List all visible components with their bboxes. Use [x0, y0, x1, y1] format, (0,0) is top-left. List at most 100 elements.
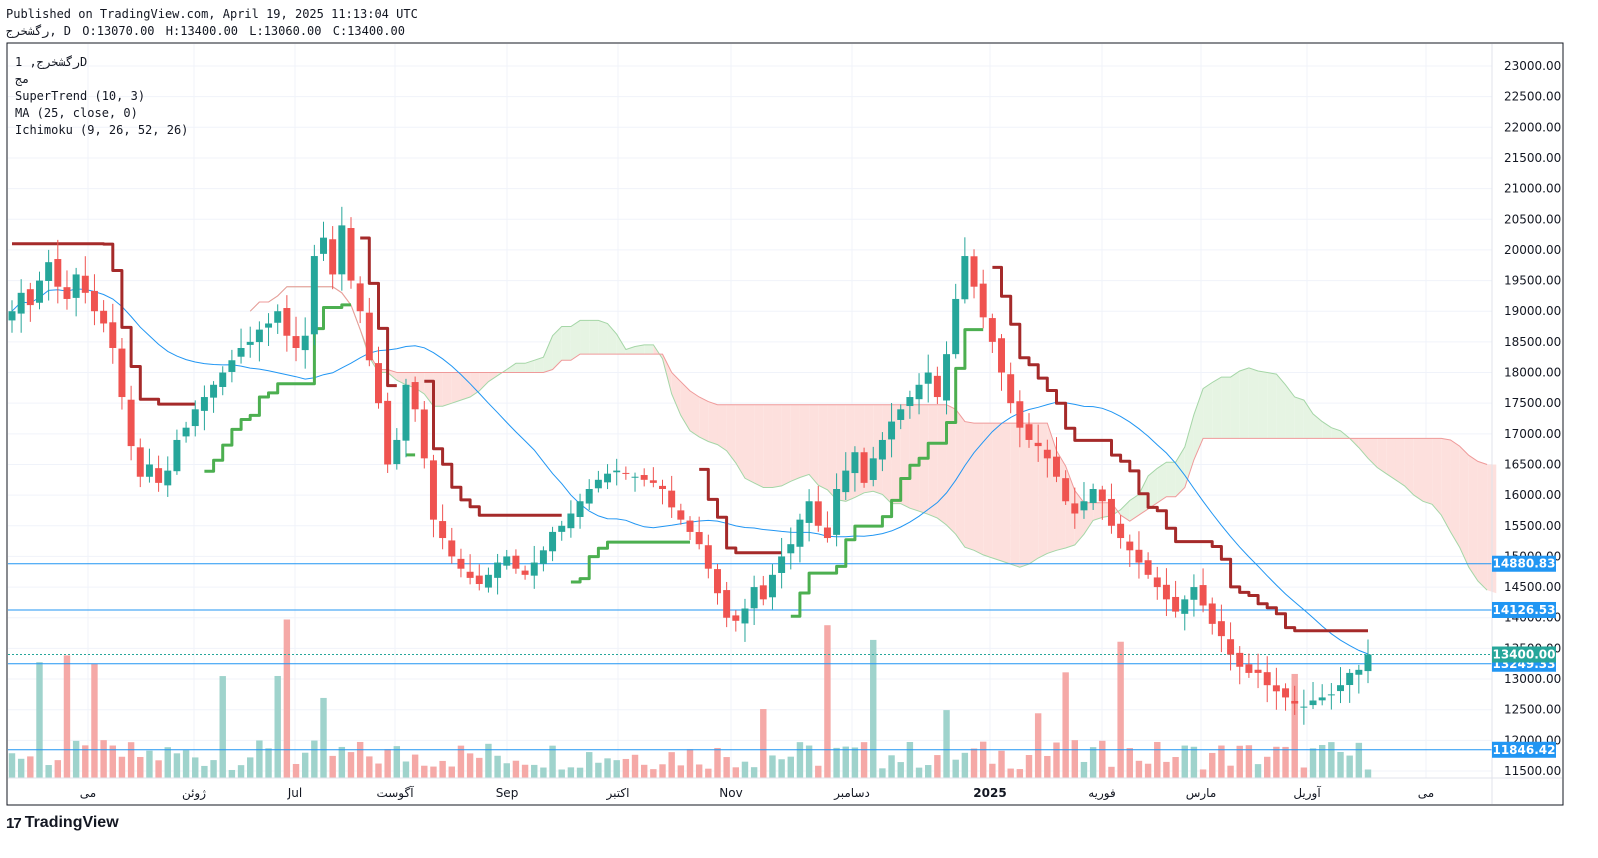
candle	[549, 526, 557, 562]
candle-body	[1327, 694, 1335, 696]
cloud-segment	[928, 404, 938, 519]
candle	[1172, 580, 1180, 618]
candle-body	[429, 460, 437, 520]
candle-body	[668, 490, 676, 508]
candle-body	[1153, 577, 1161, 588]
cloud-segment	[1193, 388, 1204, 460]
candle-body	[1172, 596, 1180, 612]
volume-bar	[219, 676, 226, 778]
candle-body	[998, 338, 1005, 373]
candle-body	[145, 464, 153, 477]
supertrend-segment	[570, 540, 690, 584]
volume-bar	[521, 764, 529, 778]
cloud-segment	[1413, 438, 1423, 502]
x-tick-label: آگوست	[376, 785, 414, 801]
candle-body	[255, 329, 263, 343]
cloud-segment	[1276, 374, 1286, 439]
volume-bar	[686, 749, 694, 778]
candle	[329, 226, 337, 290]
candle	[1327, 683, 1335, 710]
candle-body	[1162, 584, 1170, 600]
candle-body	[1291, 700, 1299, 704]
volume-bar	[1016, 769, 1024, 778]
volume-bar	[118, 756, 126, 778]
candle	[714, 564, 721, 605]
candle-body	[365, 312, 373, 361]
candle	[26, 282, 34, 322]
volume-bar	[1135, 760, 1143, 778]
legend-ichimoku[interactable]: Ichimoku (9, 26, 52, 26)	[15, 123, 188, 137]
volume-bar	[732, 767, 740, 778]
volume-bar	[897, 762, 904, 778]
candle-body	[823, 527, 831, 539]
candle-body	[1318, 697, 1326, 701]
legend-supertrend[interactable]: SuperTrend (10, 3)	[15, 89, 145, 103]
candle	[970, 249, 978, 299]
tradingview-logo[interactable]: 17 TradingView	[6, 814, 119, 832]
candle	[732, 610, 740, 632]
volume-bar	[1227, 765, 1234, 778]
supertrend-segment	[360, 236, 397, 388]
candle	[686, 516, 694, 541]
candle	[503, 549, 511, 570]
supertrend-segment	[699, 467, 782, 555]
candle	[90, 274, 98, 326]
candle-body	[219, 372, 227, 387]
volume-bar	[549, 745, 556, 778]
candle-body	[1034, 442, 1042, 447]
volume-bar	[970, 748, 978, 778]
candle-body	[1025, 424, 1033, 440]
candle	[1025, 413, 1033, 448]
volume-bar	[586, 752, 593, 778]
candle-body	[448, 540, 456, 557]
volume-bar	[356, 741, 364, 778]
candle	[1272, 667, 1280, 710]
legend-ma[interactable]: MA (25, close, 0)	[15, 106, 138, 120]
candle-body	[329, 239, 337, 275]
volume-bar	[1254, 764, 1262, 778]
candle	[81, 256, 89, 304]
candle-body	[521, 570, 529, 575]
candle	[356, 276, 364, 324]
cloud-segment	[946, 404, 956, 535]
candle-body	[494, 562, 502, 578]
supertrend-segment	[12, 242, 196, 406]
candle-body	[732, 615, 740, 621]
cloud-segment	[1322, 421, 1332, 439]
cloud-segment	[1303, 400, 1314, 439]
volume-bar	[393, 746, 401, 778]
volume-bar	[1034, 713, 1042, 778]
volume-bar	[1007, 768, 1014, 778]
candle-body	[677, 510, 685, 520]
candle-body	[338, 225, 346, 275]
cloud-segment	[983, 423, 993, 558]
volume-bar	[173, 753, 181, 778]
volume-bar	[1044, 755, 1051, 778]
tradingview-mark-icon: 17	[6, 814, 22, 832]
candle	[127, 385, 135, 461]
volume-bar	[1117, 641, 1124, 778]
candle-body	[558, 525, 566, 532]
candle	[182, 421, 190, 443]
candle	[219, 366, 227, 396]
candle-body	[631, 476, 639, 478]
cloud-segment	[1029, 423, 1039, 565]
cloud-segment	[598, 320, 608, 355]
candle-body	[210, 384, 218, 398]
candle	[558, 520, 566, 541]
candle	[604, 464, 612, 490]
candle	[1034, 424, 1042, 462]
y-tick-label: 18500.00	[1504, 335, 1561, 349]
candle-body	[1007, 374, 1015, 404]
cloud-segment	[1248, 367, 1259, 439]
candle	[1043, 439, 1051, 478]
volume-bar	[155, 760, 162, 778]
candle-body	[1364, 654, 1372, 672]
candle	[796, 513, 804, 563]
y-tick-label: 23000.00	[1504, 59, 1561, 73]
volume-bar	[741, 761, 749, 778]
cloud-segment	[1459, 446, 1469, 568]
candle	[1080, 482, 1088, 519]
volume-bar	[668, 752, 675, 778]
